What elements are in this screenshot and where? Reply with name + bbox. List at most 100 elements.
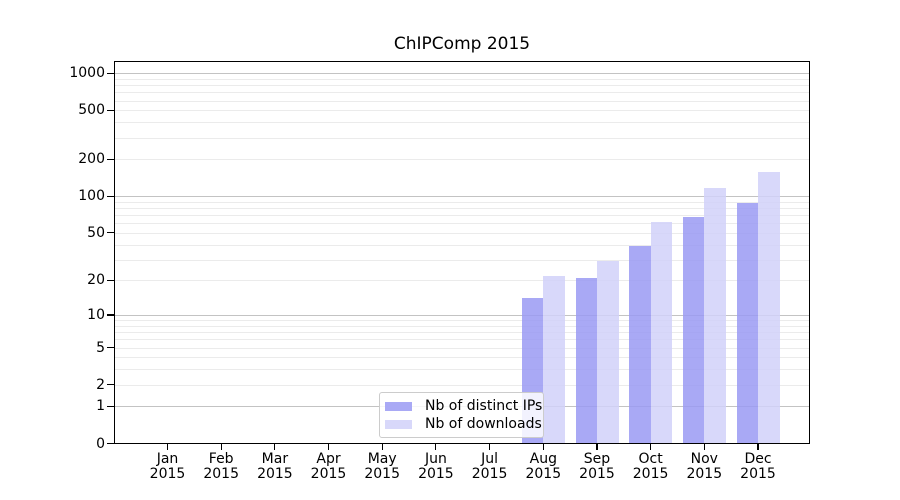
x-tick-year: 2015 bbox=[203, 466, 239, 482]
gridline-minor bbox=[115, 369, 809, 371]
x-tick-month: May bbox=[367, 451, 397, 467]
x-tick bbox=[596, 444, 598, 450]
gridline-minor bbox=[115, 259, 809, 261]
x-tick-label: Jun 2015 bbox=[403, 452, 469, 482]
x-tick bbox=[327, 444, 330, 450]
x-tick-month: Apr bbox=[316, 451, 341, 467]
gridline-minor bbox=[115, 357, 809, 359]
x-tick-label: Feb 2015 bbox=[188, 452, 254, 482]
y-tick bbox=[107, 232, 114, 234]
gridline-major bbox=[115, 315, 809, 316]
x-tick bbox=[650, 444, 652, 450]
x-tick-label: Aug 2015 bbox=[510, 452, 576, 482]
y-tick-label: 5 bbox=[96, 339, 105, 356]
y-tick bbox=[107, 346, 114, 349]
y-tick-label: 0 bbox=[96, 435, 105, 452]
legend-item-downloads: Nb of downloads bbox=[385, 415, 542, 433]
gridline-minor bbox=[115, 244, 809, 246]
y-tick bbox=[107, 109, 114, 111]
x-tick bbox=[166, 444, 169, 450]
bar-downloads-oct bbox=[650, 221, 673, 443]
gridline-minor bbox=[115, 325, 809, 327]
x-tick bbox=[220, 444, 222, 450]
gridline-minor bbox=[115, 339, 809, 341]
x-tick-label: Oct 2015 bbox=[618, 452, 684, 482]
gridline-minor bbox=[115, 347, 809, 349]
y-tick bbox=[107, 384, 114, 386]
bar-distinct-ips-oct bbox=[629, 245, 651, 443]
y-tick-label: 2 bbox=[96, 376, 105, 393]
x-tick-label: Mar 2015 bbox=[242, 452, 308, 482]
x-tick-month: Aug bbox=[529, 451, 557, 467]
y-tick bbox=[107, 72, 114, 74]
x-tick-label: Dec 2015 bbox=[725, 452, 791, 482]
x-tick-year: 2015 bbox=[579, 466, 615, 482]
x-tick-label: Apr 2015 bbox=[296, 452, 362, 482]
gridline-minor bbox=[115, 159, 809, 161]
x-tick-month: Dec bbox=[744, 451, 772, 467]
y-tick bbox=[107, 158, 114, 160]
gridline-minor bbox=[115, 223, 809, 225]
x-tick bbox=[381, 444, 383, 450]
legend: Nb of distinct IPs Nb of downloads bbox=[379, 392, 544, 438]
x-tick-month: Oct bbox=[638, 451, 663, 467]
x-tick-year: 2015 bbox=[149, 466, 186, 482]
y-tick-label: 10 bbox=[87, 307, 105, 323]
gridline-minor bbox=[115, 232, 809, 234]
y-tick-label: 50 bbox=[87, 224, 105, 241]
x-tick bbox=[274, 444, 276, 450]
x-tick-year: 2015 bbox=[257, 466, 293, 482]
legend-swatch-distinct-ips bbox=[385, 401, 412, 411]
x-tick-label: Jan 2015 bbox=[135, 452, 201, 482]
gridline-minor bbox=[115, 137, 809, 139]
gridline-minor bbox=[115, 85, 809, 87]
x-tick-year: 2015 bbox=[310, 466, 347, 482]
bar-downloads-aug bbox=[543, 275, 565, 443]
gridline-minor bbox=[115, 92, 809, 94]
x-tick bbox=[489, 444, 491, 450]
gridline-minor bbox=[115, 122, 809, 124]
x-tick-year: 2015 bbox=[471, 466, 508, 482]
x-tick-month: Nov bbox=[690, 451, 718, 467]
x-tick-month: Feb bbox=[208, 451, 234, 467]
gridline-minor bbox=[115, 320, 809, 322]
y-tick-label: 500 bbox=[78, 102, 105, 119]
x-tick-month: Jun bbox=[424, 451, 447, 467]
x-tick-year: 2015 bbox=[418, 466, 454, 482]
bar-distinct-ips-dec bbox=[736, 203, 758, 443]
x-tick-label: Jul 2015 bbox=[457, 452, 523, 482]
legend-swatch-downloads bbox=[385, 419, 412, 429]
y-tick bbox=[107, 195, 114, 197]
x-tick-month: Jul bbox=[481, 451, 499, 467]
bar-downloads-dec bbox=[758, 172, 780, 443]
gridline-minor bbox=[115, 78, 809, 80]
legend-label-downloads: Nb of downloads bbox=[425, 416, 542, 432]
y-tick-label: 1000 bbox=[69, 65, 105, 82]
gridline-minor bbox=[115, 215, 809, 217]
x-tick-month: Mar bbox=[261, 451, 289, 467]
gridline-minor bbox=[115, 332, 809, 334]
legend-label-distinct-ips: Nb of distinct IPs bbox=[425, 398, 543, 414]
x-tick-year: 2015 bbox=[686, 466, 723, 482]
x-tick bbox=[757, 444, 759, 450]
x-tick bbox=[703, 444, 705, 450]
x-tick-month: Sep bbox=[583, 451, 611, 467]
y-tick-label: 20 bbox=[87, 272, 105, 289]
x-tick-year: 2015 bbox=[632, 466, 669, 482]
y-tick bbox=[107, 442, 114, 445]
gridline-major bbox=[115, 73, 809, 75]
x-tick-label: Nov 2015 bbox=[671, 452, 737, 482]
chart-title: ChIPComp 2015 bbox=[393, 34, 531, 54]
x-tick-year: 2015 bbox=[525, 466, 562, 482]
y-tick bbox=[107, 314, 114, 316]
bar-downloads-sep bbox=[597, 261, 619, 443]
gridline-major bbox=[115, 196, 809, 198]
y-tick bbox=[107, 405, 114, 407]
gridline-minor bbox=[115, 110, 809, 112]
x-tick-label: Sep 2015 bbox=[564, 452, 630, 482]
legend-item-distinct-ips: Nb of distinct IPs bbox=[385, 397, 542, 415]
y-tick-label: 1 bbox=[96, 398, 105, 415]
